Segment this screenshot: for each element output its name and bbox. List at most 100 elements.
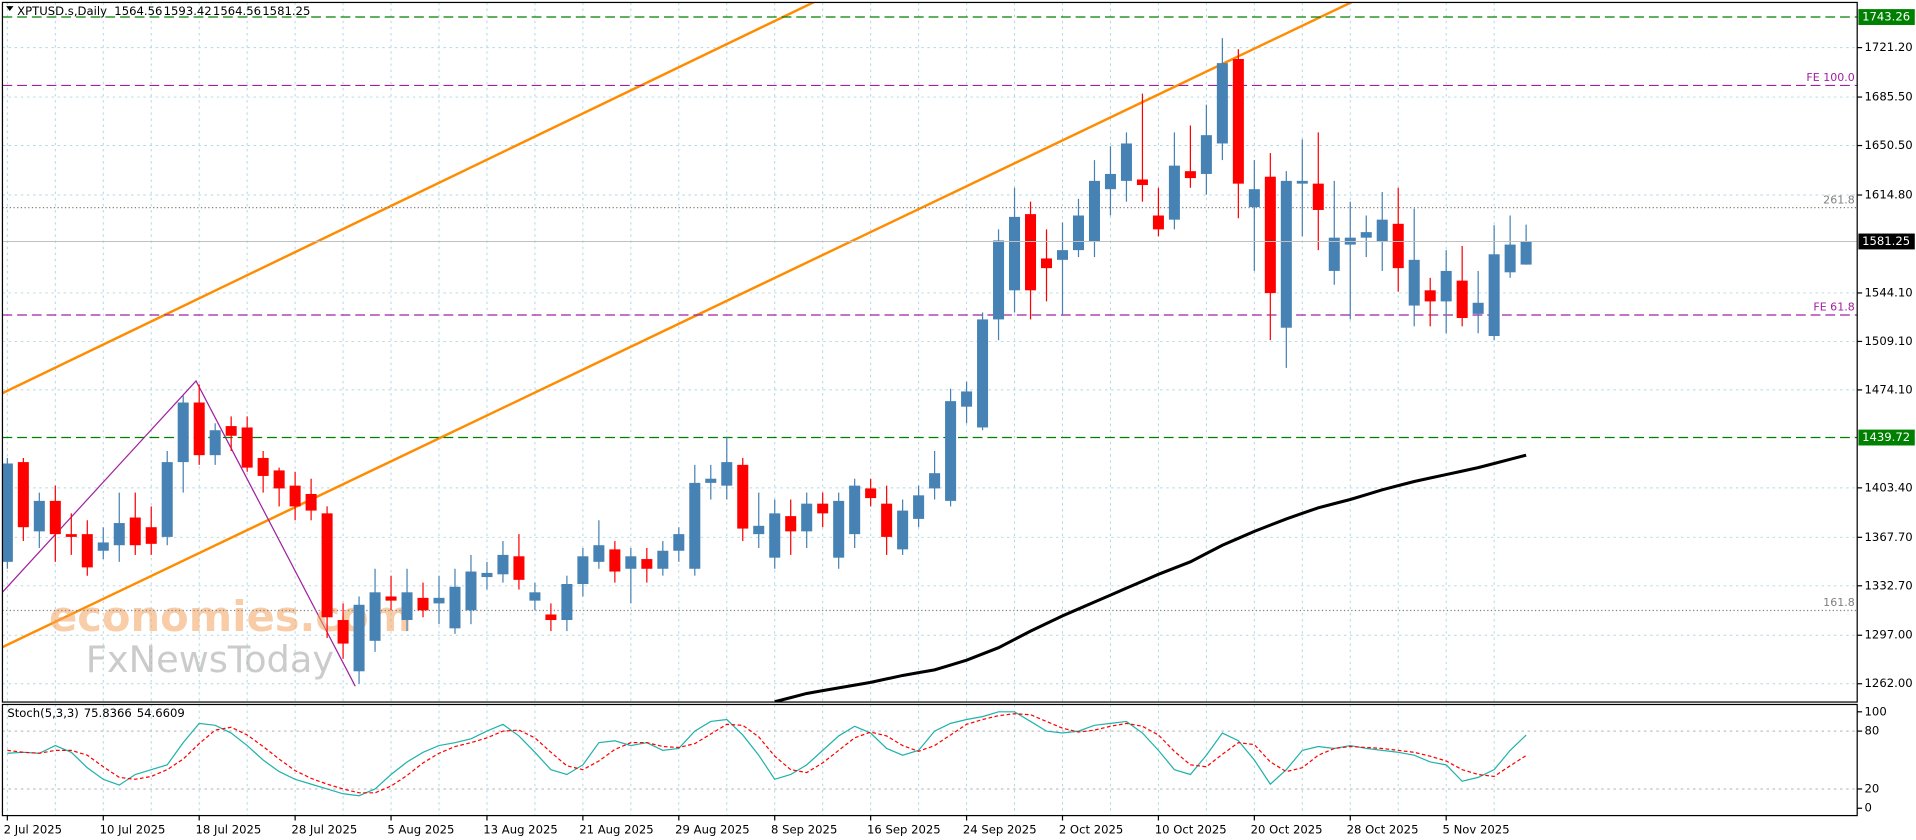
stoch-k-value: 75.8366 xyxy=(84,706,132,720)
stoch-line xyxy=(7,713,1527,794)
x-tick-label: 29 Aug 2025 xyxy=(675,823,750,837)
candle-body xyxy=(273,470,285,489)
y-tick-label: 1721.20 xyxy=(1865,40,1913,54)
candle-body xyxy=(145,527,157,544)
candle-body xyxy=(849,485,861,535)
candle-body xyxy=(385,596,397,601)
price-frame xyxy=(1,1,1858,703)
channel-line xyxy=(2,2,817,395)
level-label: FE 100.0 xyxy=(1806,71,1854,84)
x-tick-label: 16 Sep 2025 xyxy=(867,823,941,837)
candle-body xyxy=(433,597,445,604)
candle-body xyxy=(129,517,141,546)
grid xyxy=(2,2,1858,816)
candle-body xyxy=(689,482,701,569)
level-label: 161.8 xyxy=(1823,596,1855,609)
channel-line xyxy=(2,2,1354,649)
candle-body xyxy=(961,391,973,407)
candle-body xyxy=(417,597,429,611)
candle-body xyxy=(225,426,237,436)
candle-body xyxy=(881,503,893,537)
candle-body xyxy=(577,556,589,585)
candle-body xyxy=(193,402,205,456)
candle-body xyxy=(241,427,253,468)
candle-body xyxy=(529,592,541,601)
open-value: 1564.56 xyxy=(114,4,162,18)
candle-body xyxy=(1025,214,1037,291)
candle-body xyxy=(1088,180,1100,242)
candle-body xyxy=(97,542,109,551)
y-tick-label: 1262.00 xyxy=(1865,676,1913,690)
x-tick-label: 5 Aug 2025 xyxy=(387,823,454,837)
stoch-title: Stoch(5,3,3) xyxy=(7,706,78,720)
y-tick-label: 1509.10 xyxy=(1865,334,1913,348)
candle-body xyxy=(1472,302,1484,314)
symbol: XPTUSD.s,Daily xyxy=(17,4,107,18)
candle-body xyxy=(1040,258,1053,269)
candle-body xyxy=(81,534,93,568)
y-tick-label: 1403.40 xyxy=(1865,480,1913,494)
candle-body xyxy=(1392,223,1404,269)
candle-body xyxy=(1520,241,1532,265)
level-label: 261.8 xyxy=(1823,193,1855,206)
candle-body xyxy=(305,493,317,511)
candle-body xyxy=(1104,173,1116,190)
candle-body xyxy=(497,554,509,575)
hline-label-bg xyxy=(1858,429,1915,446)
candle-body xyxy=(49,500,61,535)
candle-body xyxy=(1440,270,1452,302)
candle-body xyxy=(481,572,493,578)
candle-body xyxy=(801,503,813,532)
stoch-d-value: 54.6609 xyxy=(137,706,185,720)
candle-body xyxy=(177,402,189,463)
candle-body xyxy=(1056,250,1069,260)
candle-body xyxy=(465,571,477,611)
x-tick-label: 13 Aug 2025 xyxy=(483,823,558,837)
x-tick-label: 28 Jul 2025 xyxy=(291,823,357,837)
candle-body xyxy=(33,500,45,532)
y-tick-label: 1367.70 xyxy=(1865,530,1913,544)
watermark: economies.com xyxy=(49,592,412,641)
candle-body xyxy=(1376,219,1388,242)
x-tick-label: 21 Aug 2025 xyxy=(579,823,654,837)
x-tick-label: 2 Oct 2025 xyxy=(1059,823,1123,837)
stoch-y-tick-label: 100 xyxy=(1865,704,1887,718)
candle-body xyxy=(593,545,605,562)
candle-body xyxy=(897,510,909,550)
candle-body xyxy=(1280,180,1292,328)
current-price-label: 1581.25 xyxy=(1862,234,1910,248)
candle-body xyxy=(833,500,845,558)
candle-body xyxy=(513,556,525,580)
candle-body xyxy=(641,559,653,569)
candle-body xyxy=(609,549,621,572)
candle-body xyxy=(1360,232,1372,238)
candle-body xyxy=(1168,165,1180,220)
candle-body xyxy=(1009,216,1021,291)
x-tick-label: 24 Sep 2025 xyxy=(963,823,1037,837)
candle-body xyxy=(1264,176,1276,294)
candle-body xyxy=(817,503,829,514)
hline-label: 1743.26 xyxy=(1862,10,1910,24)
x-tick-label: 10 Jul 2025 xyxy=(100,823,166,837)
candle-body xyxy=(1328,237,1340,271)
candle-body xyxy=(161,462,173,537)
stoch-y-tick-label: 0 xyxy=(1865,801,1872,815)
candle-body xyxy=(1184,171,1196,179)
candle-body xyxy=(257,457,269,476)
candle-body xyxy=(721,462,733,486)
y-tick-label: 1544.10 xyxy=(1865,285,1913,299)
candle-body xyxy=(865,488,877,499)
current-price-bg xyxy=(1858,233,1915,250)
x-tick-label: 18 Jul 2025 xyxy=(196,823,262,837)
candle-body xyxy=(449,586,461,629)
candle-body xyxy=(1216,63,1228,144)
stoch-frame xyxy=(1,703,1858,817)
candle-body xyxy=(545,614,557,621)
stoch-header: Stoch(5,3,3) 75.8366 54.6609 xyxy=(7,706,184,720)
x-tick-label: 28 Oct 2025 xyxy=(1347,823,1419,837)
drawings xyxy=(2,2,1354,687)
candle-body xyxy=(1296,180,1308,184)
x-tick-label: 8 Sep 2025 xyxy=(771,823,837,837)
